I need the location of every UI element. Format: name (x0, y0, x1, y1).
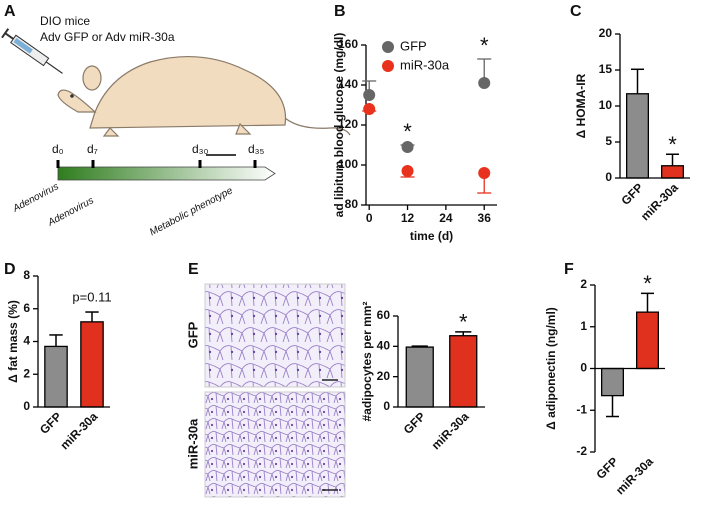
x-tick-label: miR-30a (429, 409, 472, 452)
legend-label: miR-30a (400, 57, 450, 72)
panel-letter: E (188, 261, 199, 278)
y-tick-label: 140 (338, 77, 358, 91)
y-tick-label: 0 (605, 170, 612, 184)
x-tick-label: miR-30a (638, 180, 681, 223)
legend-marker (382, 60, 394, 72)
legend-label: GFP (400, 38, 427, 53)
marker (363, 89, 376, 101)
day-label: d₀ (52, 142, 64, 156)
panel-letter: C (570, 3, 582, 20)
diagram-text: DIO mice (40, 14, 90, 28)
y-tick-label: 120 (338, 117, 358, 131)
mouse (57, 55, 351, 137)
annotation: p=0.11 (72, 289, 111, 304)
panel-letter: B (334, 3, 346, 20)
phase-label: Metabolic phenotype (148, 185, 235, 238)
marker (401, 165, 414, 177)
diagram-text: Adv GFP or Adv miR-30a (40, 30, 175, 44)
marker (478, 167, 491, 179)
y-tick-label: 2 (580, 277, 587, 291)
y-axis-label: Δ adiponectin (ng/ml) (544, 307, 558, 430)
micrograph-label: GFP (185, 321, 200, 348)
y-tick-label: 40 (377, 339, 391, 353)
y-tick-label: 20 (599, 26, 613, 40)
timeline (56, 154, 276, 181)
annotation: * (403, 119, 412, 144)
y-tick-label: 60 (377, 308, 391, 322)
y-tick-label: 20 (377, 369, 391, 383)
y-tick-label: 8 (23, 268, 30, 282)
micrograph-label: miR-30a (185, 418, 200, 469)
bar (449, 335, 478, 408)
bar (636, 311, 660, 370)
legend-marker (382, 41, 394, 53)
bar (80, 321, 104, 408)
bar (601, 367, 625, 397)
phase-label: Adenovirus (10, 181, 60, 215)
micrograph (204, 391, 346, 498)
panel-letter: F (564, 261, 574, 278)
day-label: d₃₀ (192, 142, 209, 156)
annotation: * (643, 271, 652, 296)
y-tick-label: 0 (23, 399, 30, 413)
y-axis-label: Δ fat mass (%) (6, 300, 20, 383)
day-label: d₃₅ (248, 142, 265, 156)
y-axis-label: Δ HOMA-IR (574, 73, 588, 138)
y-tick-label: 1 (580, 319, 587, 333)
x-tick-label: 0 (366, 211, 373, 225)
x-axis-label: time (d) (410, 229, 453, 243)
x-tick-label: GFP (619, 180, 646, 207)
x-tick-label: GFP (401, 409, 428, 436)
annotation: * (459, 310, 468, 335)
y-tick-label: 10 (599, 98, 613, 112)
y-axis-label: ad libitum blood glucose (mg/dl) (332, 33, 346, 218)
y-tick-label: 2 (23, 366, 30, 380)
x-tick-label: miR-30a (57, 409, 100, 452)
x-tick-label: 36 (478, 211, 492, 225)
y-tick-label: 0 (580, 361, 587, 375)
y-tick-label: -1 (576, 402, 587, 416)
panel-letter: A (4, 3, 16, 20)
phase-label: Adenovirus (45, 195, 95, 229)
y-tick-label: 80 (345, 197, 359, 211)
y-tick-label: 4 (23, 334, 30, 348)
marker (363, 103, 376, 115)
bar (626, 93, 650, 179)
bar (661, 165, 685, 179)
bar (405, 346, 434, 408)
y-tick-label: 5 (605, 134, 612, 148)
marker (478, 77, 491, 89)
y-tick-label: 6 (23, 301, 30, 315)
y-tick-label: -2 (576, 444, 587, 458)
y-tick-label: 0 (383, 399, 390, 413)
marker (401, 141, 414, 153)
panel-letter: D (4, 261, 16, 278)
x-tick-label: GFP (594, 454, 621, 481)
y-tick-label: 160 (338, 37, 358, 51)
x-tick-label: 12 (401, 211, 415, 225)
x-tick-label: 24 (439, 211, 453, 225)
bar (44, 345, 68, 408)
syringe (1, 28, 63, 74)
annotation: * (480, 33, 489, 58)
y-tick-label: 100 (338, 157, 358, 171)
x-tick-label: miR-30a (613, 454, 656, 497)
micrograph (204, 283, 346, 388)
y-tick-label: 15 (599, 62, 613, 76)
y-axis-label: #adipocytes per mm² (360, 301, 374, 421)
x-tick-label: GFP (37, 409, 64, 436)
annotation: * (668, 132, 677, 157)
day-label: d₇ (87, 142, 98, 156)
